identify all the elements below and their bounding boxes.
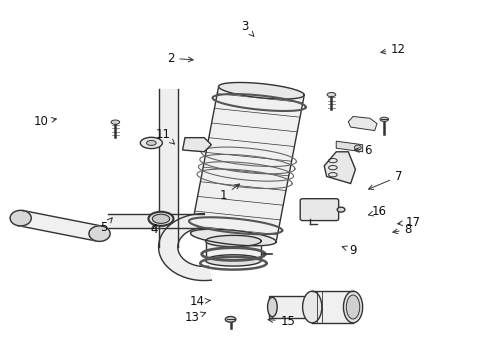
Text: 16: 16 [368,205,387,218]
Polygon shape [269,296,312,318]
Polygon shape [159,213,211,280]
Polygon shape [18,211,102,241]
Ellipse shape [225,316,236,322]
Text: 14: 14 [190,295,210,308]
Ellipse shape [152,214,170,224]
Polygon shape [205,255,261,266]
Text: 6: 6 [354,144,371,157]
Ellipse shape [380,117,389,121]
Ellipse shape [346,295,360,319]
Text: 15: 15 [268,315,295,328]
Text: 2: 2 [167,52,193,65]
Text: 11: 11 [156,128,174,144]
Text: 4: 4 [150,223,157,236]
Ellipse shape [268,297,277,317]
Ellipse shape [354,145,361,150]
Polygon shape [205,235,261,247]
Polygon shape [348,117,377,131]
Polygon shape [191,86,304,242]
Ellipse shape [147,140,156,145]
Ellipse shape [148,212,173,226]
Ellipse shape [303,291,322,323]
Polygon shape [336,141,363,152]
Text: 12: 12 [381,43,406,56]
Text: 1: 1 [220,184,240,202]
Text: 3: 3 [241,20,254,36]
Ellipse shape [337,207,345,212]
Ellipse shape [140,137,162,149]
Bar [312,291,353,323]
Polygon shape [10,210,31,226]
Polygon shape [324,152,355,184]
Text: 7: 7 [368,170,402,189]
Text: 8: 8 [393,223,412,236]
Text: 5: 5 [99,218,112,234]
Text: 13: 13 [185,311,206,324]
Polygon shape [191,229,276,246]
Polygon shape [219,82,304,99]
Text: 17: 17 [398,216,420,229]
Polygon shape [183,138,211,152]
Polygon shape [205,241,261,260]
Text: 9: 9 [343,244,357,257]
Ellipse shape [111,120,120,124]
FancyBboxPatch shape [300,199,339,221]
Ellipse shape [343,291,363,323]
Polygon shape [89,226,110,242]
Text: 10: 10 [33,115,56,128]
Ellipse shape [327,93,336,97]
